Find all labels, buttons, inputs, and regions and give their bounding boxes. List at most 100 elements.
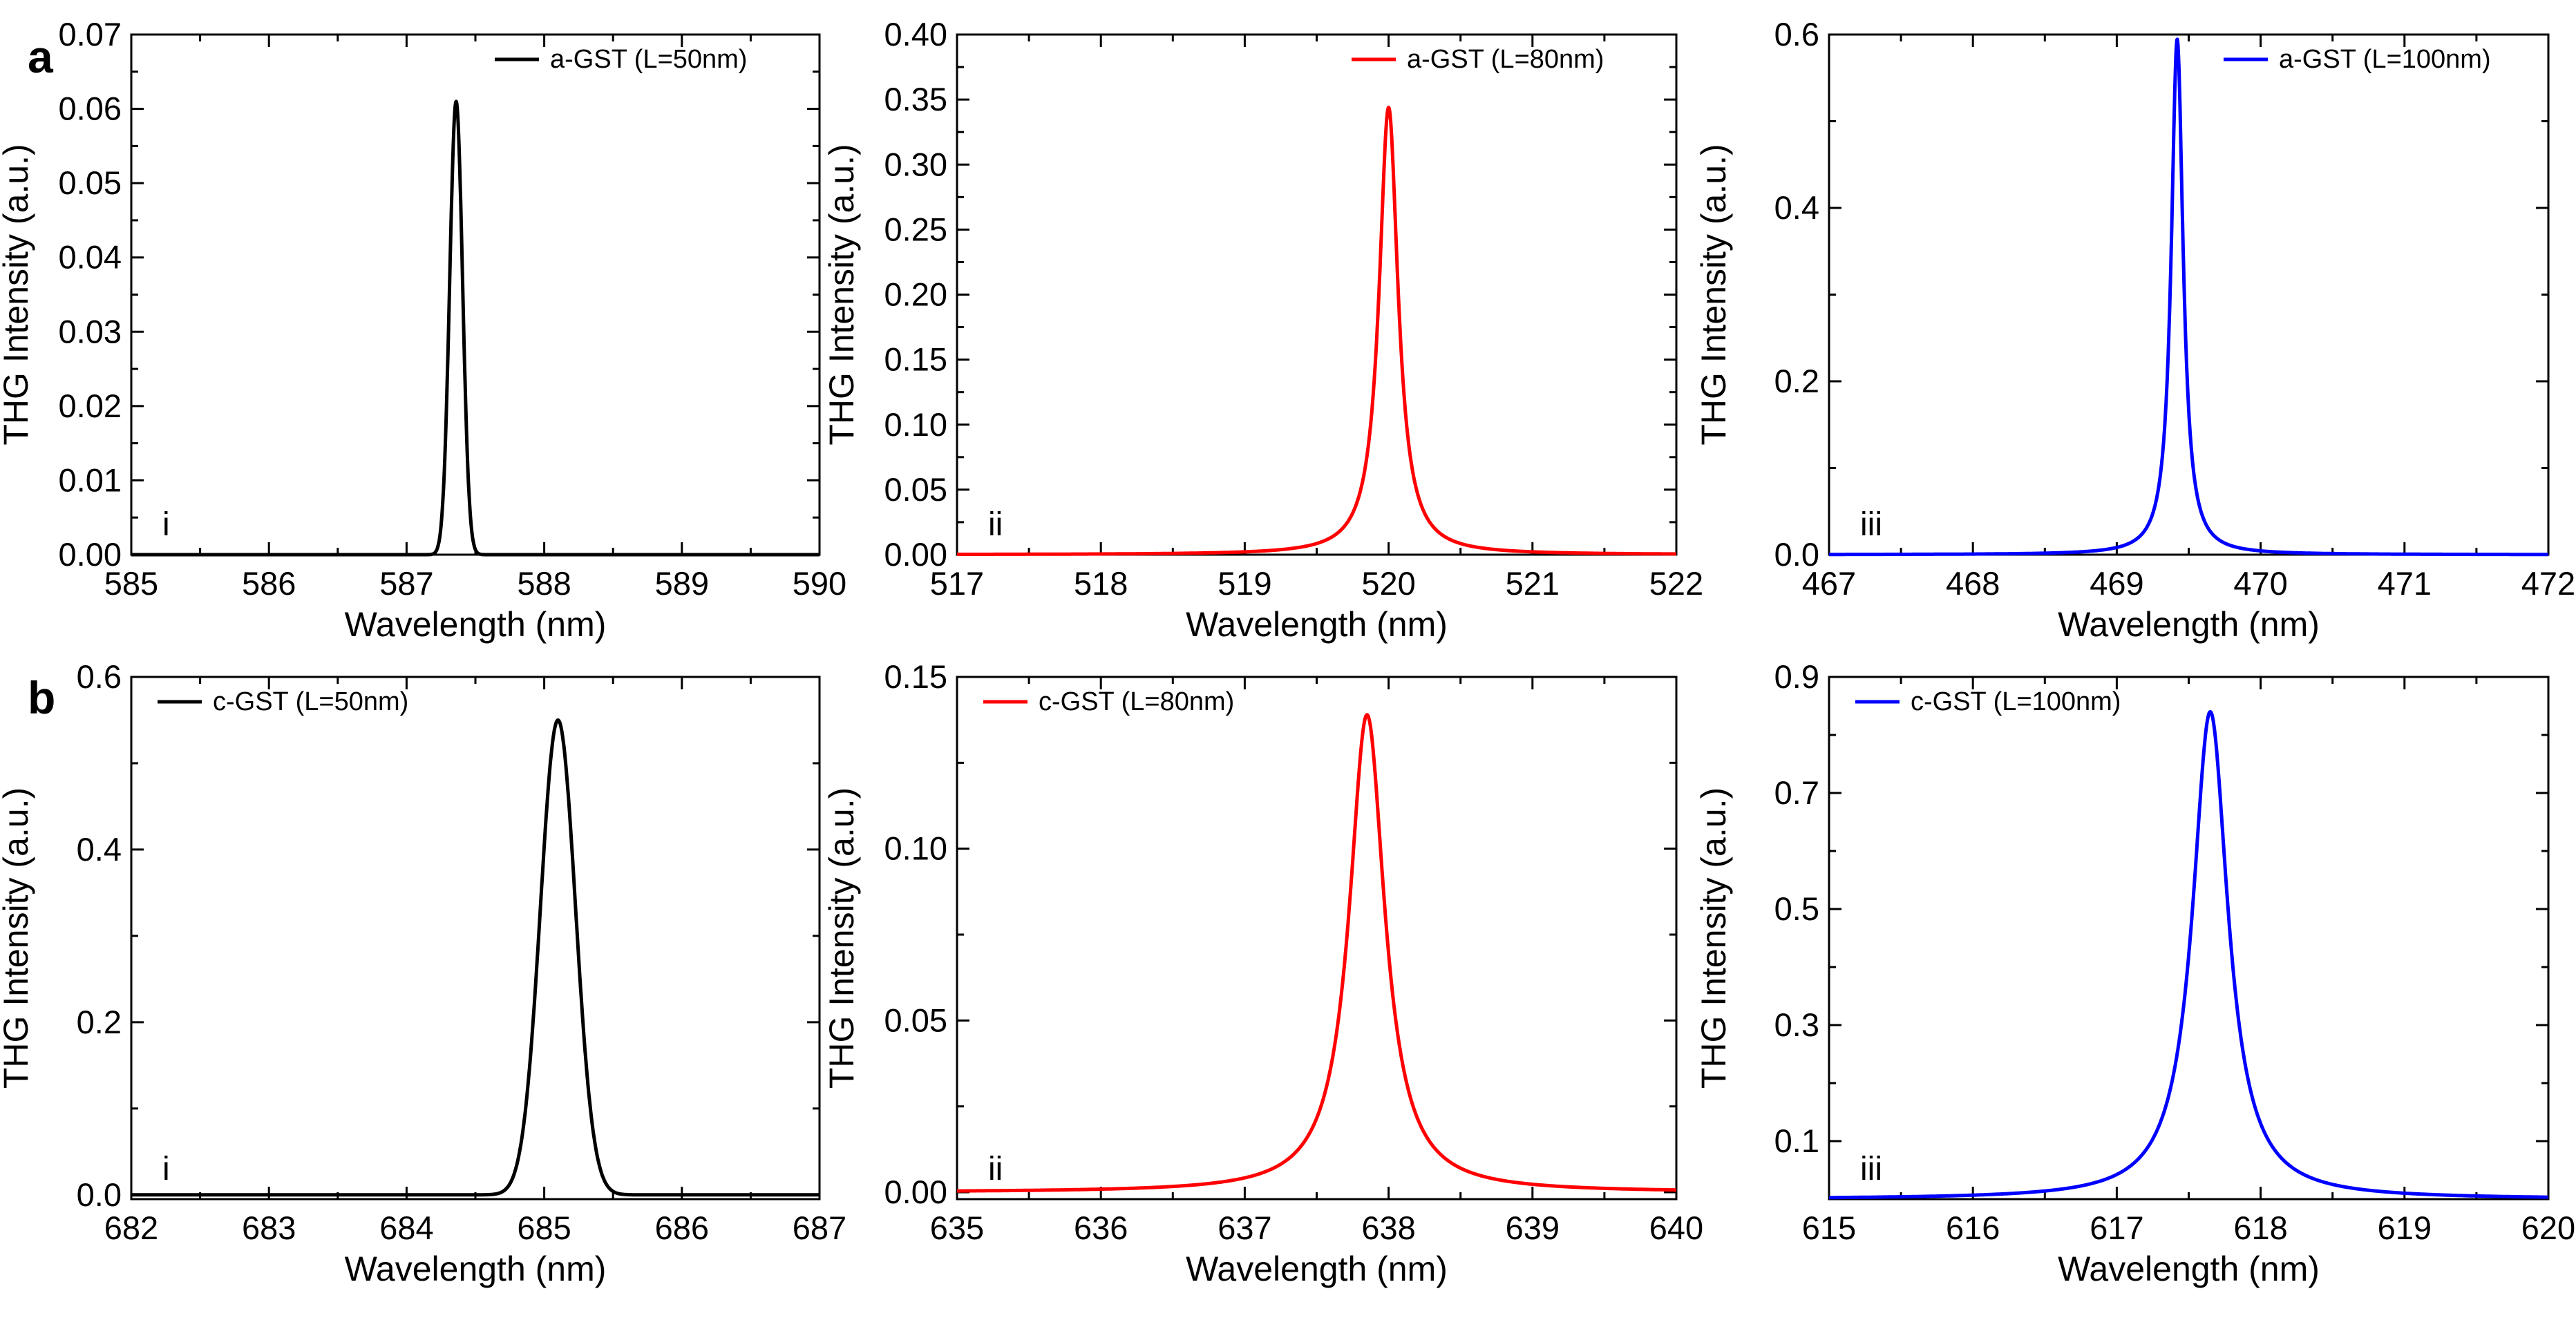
x-tick-label: 471 (2378, 565, 2432, 602)
x-axis-title: Wavelength (nm) (1186, 605, 1448, 644)
x-tick-label: 686 (655, 1210, 709, 1246)
y-axis-title: THG Intensity (a.u.) (1694, 787, 1733, 1089)
x-tick-label: 521 (1506, 565, 1560, 602)
panel-label: ii (988, 506, 1003, 543)
legend-label: a-GST (L=50nm) (550, 45, 747, 74)
x-tick-label: 687 (793, 1210, 846, 1246)
panel-label: ii (988, 1151, 1003, 1187)
y-tick-label: 0.0 (1774, 536, 1819, 573)
x-axis-title: Wavelength (nm) (2058, 1250, 2320, 1288)
y-tick-label: 0.40 (884, 16, 947, 52)
x-tick-label: 685 (517, 1210, 571, 1246)
plot-frame (1828, 33, 2550, 556)
y-tick-label: 0.07 (59, 16, 122, 52)
series-line (130, 99, 821, 557)
y-tick-label: 0.04 (59, 239, 122, 276)
y-axis-title: THG Intensity (a.u.) (822, 144, 861, 445)
x-tick-label: 518 (1074, 565, 1128, 602)
x-tick-label: 638 (1361, 1210, 1415, 1246)
x-tick-label: 639 (1506, 1210, 1560, 1246)
chart-panel-1: 585 586 587 588 589 590 0.00 0.01 0.02 0.03 0.04 0.… (0, 16, 846, 644)
series-line (956, 105, 1678, 556)
series-line (130, 718, 821, 1197)
legend-label: c-GST (L=50nm) (213, 687, 408, 716)
x-tick-label: 618 (2233, 1210, 2287, 1246)
series-line (1828, 37, 2550, 557)
x-axis-title: Wavelength (nm) (345, 1250, 607, 1288)
y-tick-label: 0.6 (1774, 16, 1819, 52)
x-tick-label: 620 (2521, 1210, 2575, 1246)
y-tick-label: 0.6 (77, 658, 122, 695)
x-axis-title: Wavelength (nm) (1186, 1250, 1448, 1288)
y-tick-label: 0.05 (59, 164, 122, 201)
y-axis-title: THG Intensity (a.u.) (0, 144, 35, 445)
x-tick-label: 470 (2233, 565, 2287, 602)
y-tick-label: 0.02 (59, 388, 122, 424)
x-tick-label: 615 (1802, 1210, 1856, 1246)
chart-panel-3: 467 468 469 470 471 472 0.0 0.2 0.4 0.6 Wavelength… (1694, 16, 2575, 644)
legend-label: c-GST (L=80nm) (1039, 687, 1234, 716)
y-axis-title: THG Intensity (a.u.) (1694, 144, 1733, 445)
y-tick-label: 0.25 (884, 211, 947, 247)
x-tick-label: 640 (1649, 1210, 1703, 1246)
y-tick-label: 0.10 (884, 406, 947, 443)
y-tick-label: 0.4 (77, 831, 122, 868)
x-tick-label: 472 (2521, 565, 2575, 602)
y-tick-label: 0.15 (884, 341, 947, 378)
x-axis-title: Wavelength (nm) (345, 605, 607, 644)
chart-panel-4: 682 683 684 685 686 687 0.0 0.2 0.4 0.6 Wavelength… (0, 658, 846, 1288)
y-tick-label: 0.35 (884, 81, 947, 117)
plot-frame (130, 676, 821, 1201)
y-tick-label: 0.00 (884, 1174, 947, 1210)
legend-label: c-GST (L=100nm) (1911, 687, 2121, 716)
x-tick-label: 683 (242, 1210, 296, 1246)
y-tick-label: 0.10 (884, 830, 947, 867)
x-tick-label: 588 (517, 565, 571, 602)
x-tick-label: 635 (930, 1210, 984, 1246)
x-tick-label: 517 (930, 565, 984, 602)
x-tick-label: 617 (2090, 1210, 2143, 1246)
x-tick-label: 467 (1802, 565, 1856, 602)
x-axis-title: Wavelength (nm) (2058, 605, 2320, 644)
y-tick-label: 0.00 (884, 536, 947, 573)
y-tick-label: 0.1 (1774, 1122, 1819, 1159)
y-tick-label: 0.01 (59, 461, 122, 498)
series-line (956, 713, 1678, 1193)
y-tick-label: 0.4 (1774, 189, 1819, 226)
chart-panel-2: 517 518 519 520 521 522 0.00 0.05 0.10 0.15 0.20 0.… (822, 16, 1703, 644)
y-axis-title: THG Intensity (a.u.) (0, 787, 35, 1089)
y-tick-label: 0.06 (59, 90, 122, 127)
x-tick-label: 590 (793, 565, 846, 602)
row-label-b: b (28, 672, 55, 723)
y-tick-label: 0.05 (884, 1002, 947, 1038)
x-tick-label: 619 (2378, 1210, 2432, 1246)
legend-label: a-GST (L=80nm) (1407, 45, 1604, 74)
y-tick-label: 0.05 (884, 471, 947, 508)
y-tick-label: 0.3 (1774, 1006, 1819, 1043)
panel-label: iii (1860, 506, 1882, 543)
series-line (1828, 709, 2550, 1200)
x-tick-label: 586 (242, 565, 296, 602)
y-axis-title: THG Intensity (a.u.) (822, 787, 861, 1089)
chart-panel-6: 615 616 617 618 619 620 0.1 0.3 0.5 0.7 0.9 Wavelen… (1694, 658, 2575, 1288)
x-tick-label: 637 (1218, 1210, 1271, 1246)
plot-frame (956, 33, 1678, 556)
y-tick-label: 0.03 (59, 313, 122, 350)
x-tick-label: 587 (379, 565, 433, 602)
y-tick-label: 0.2 (1774, 363, 1819, 399)
x-tick-label: 522 (1649, 565, 1703, 602)
x-tick-label: 682 (104, 1210, 158, 1246)
chart-panel-5: 635 636 637 638 639 640 0.00 0.05 0.10 0.15 Wavele… (822, 658, 1703, 1288)
legend-label: a-GST (L=100nm) (2279, 45, 2491, 74)
panel-label: i (162, 1151, 170, 1187)
y-tick-label: 0.30 (884, 146, 947, 182)
panel-label: i (162, 506, 170, 543)
plot-frame (130, 33, 821, 556)
y-tick-label: 0.9 (1774, 658, 1819, 695)
y-tick-label: 0.5 (1774, 890, 1819, 927)
y-tick-label: 0.2 (77, 1004, 122, 1040)
x-tick-label: 519 (1218, 565, 1271, 602)
x-tick-label: 585 (104, 565, 158, 602)
panel-label: iii (1860, 1151, 1882, 1187)
